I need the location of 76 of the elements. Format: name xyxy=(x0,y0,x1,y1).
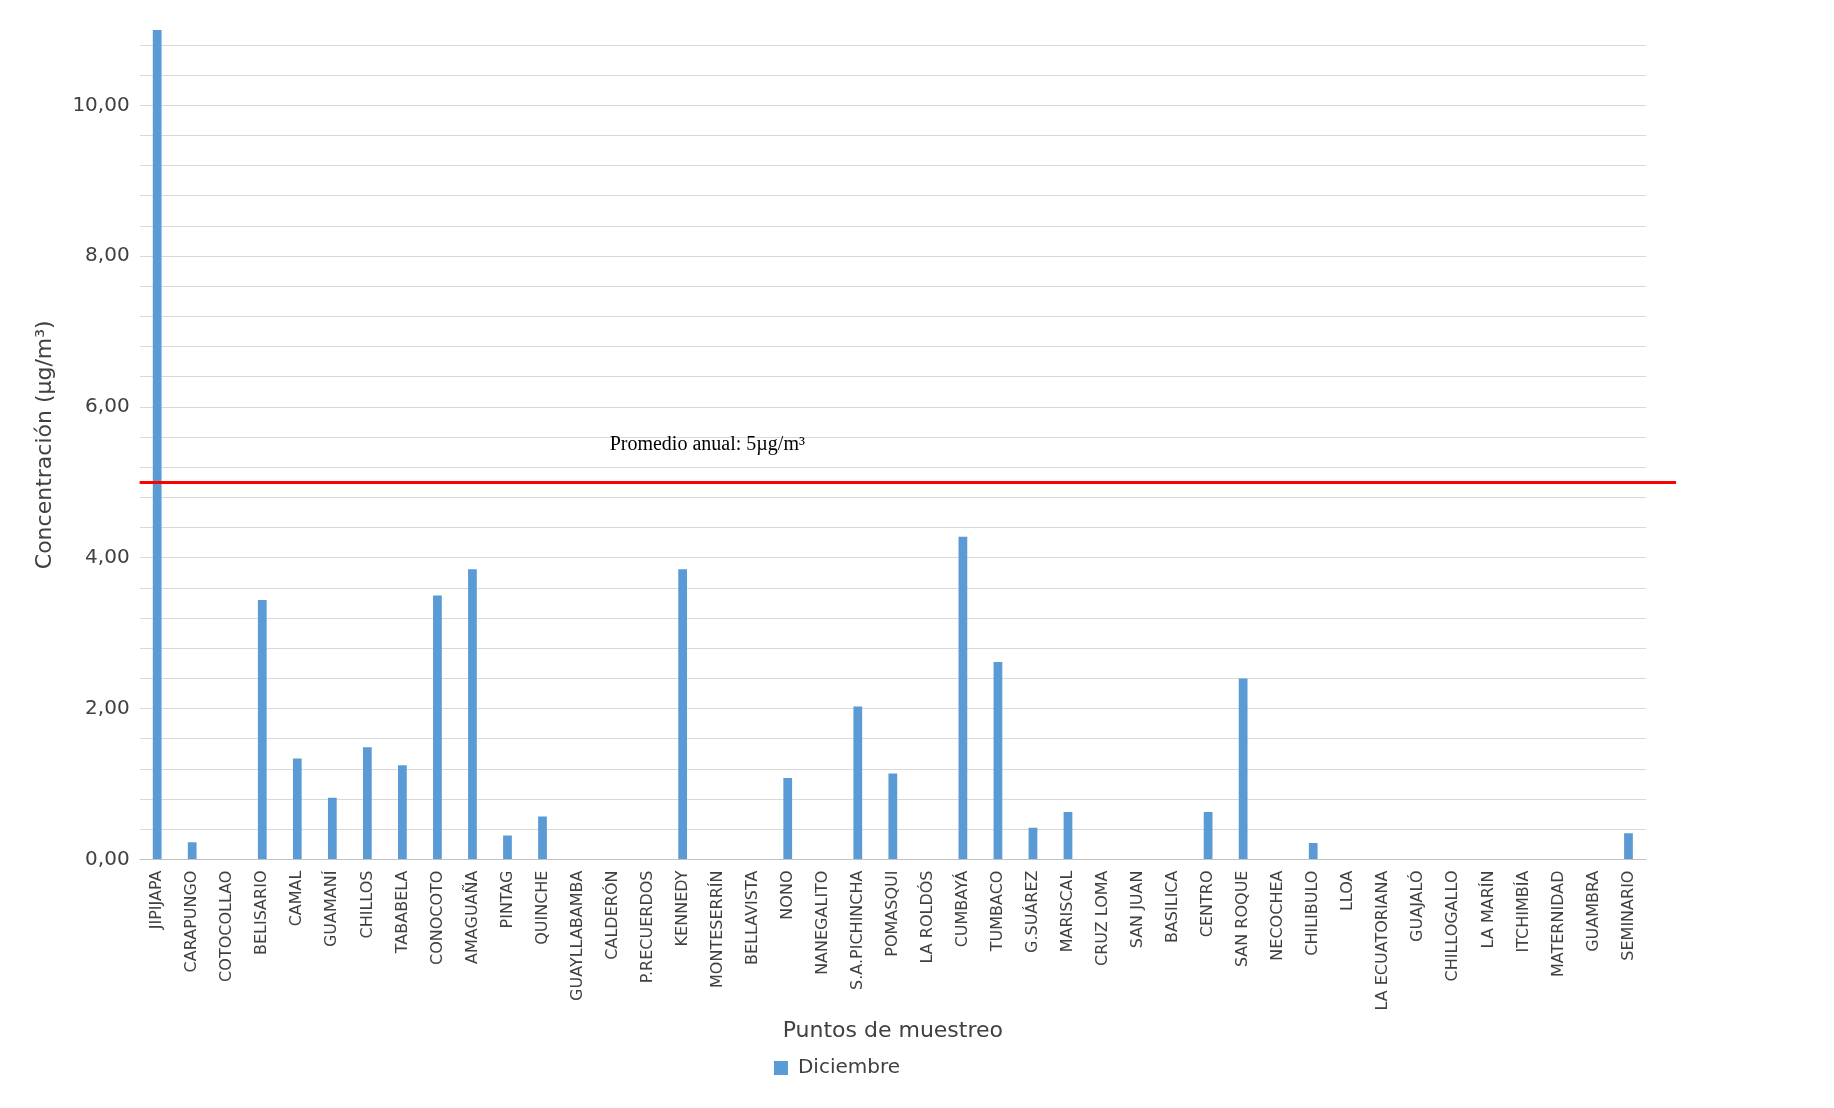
legend-label: Diciembre xyxy=(797,1054,901,1079)
bar xyxy=(257,600,267,860)
x-tick-label: GUAYLLABAMBA xyxy=(566,870,586,1001)
bar xyxy=(1624,833,1633,860)
x-tick-label: LA ROLDÓS xyxy=(917,870,937,964)
x-tick-label: MARISCAL xyxy=(1057,870,1077,953)
bar xyxy=(1063,812,1073,860)
x-axis-title: Puntos de muestreo xyxy=(782,1016,1004,1042)
y-tick-label: 4,00 xyxy=(85,544,130,569)
x-tick-label: JIPIJAPA xyxy=(146,870,166,931)
bar xyxy=(152,30,162,860)
x-tick-label: MATERNIDAD xyxy=(1547,870,1567,978)
y-tick-label: 8,00 xyxy=(85,242,130,267)
x-tick-label: BELLAVISTA xyxy=(741,870,761,966)
bar xyxy=(292,758,302,860)
x-tick-label: TABABELA xyxy=(391,870,411,955)
bar xyxy=(538,816,547,860)
bar xyxy=(187,842,197,860)
x-tick-label: COTOCOLLAO xyxy=(216,870,236,982)
y-tick-label: 10,00 xyxy=(72,91,130,116)
bar xyxy=(888,773,898,860)
ref-line-label: Promedio anual: 5µg/m³ xyxy=(609,431,805,455)
bar xyxy=(433,595,442,860)
x-tick-label: CONOCOTO xyxy=(426,870,446,965)
x-tick-label: LLOA xyxy=(1337,870,1357,912)
bar xyxy=(1028,827,1038,860)
x-tick-label: CHILIBULO xyxy=(1302,870,1322,956)
x-tick-label: GUAMBRA xyxy=(1582,870,1602,952)
x-tick-label: QUINCHE xyxy=(531,870,551,945)
x-tick-label: PINTAG xyxy=(496,870,516,929)
x-tick-label: GUAMANÍ xyxy=(321,870,341,948)
bar xyxy=(1203,812,1213,860)
x-tick-label: ITCHIMBÍA xyxy=(1512,870,1532,953)
bar xyxy=(853,706,863,860)
bar xyxy=(327,797,337,860)
x-tick-label: CAMAL xyxy=(286,870,306,927)
y-axis-title: Concentración (µg/m³) xyxy=(30,320,56,570)
bar xyxy=(1308,842,1318,860)
bar xyxy=(468,569,477,860)
bar xyxy=(958,536,968,860)
y-tick-label: 0,00 xyxy=(85,845,130,870)
x-tick-label: CALDERÓN xyxy=(601,870,621,960)
x-tick-label: CENTRO xyxy=(1197,870,1217,938)
x-tick-label: AMAGUAÑA xyxy=(461,870,481,964)
bar xyxy=(398,765,407,860)
x-tick-label: P.RECUERDOS xyxy=(636,870,656,984)
bar xyxy=(362,747,372,860)
x-tick-label: G.SUÁREZ xyxy=(1022,870,1042,954)
bar xyxy=(1238,678,1248,860)
x-tick-label: CARAPUNGO xyxy=(181,870,201,973)
x-tick-label: BELISARIO xyxy=(251,870,271,956)
bar xyxy=(993,661,1003,860)
x-tick-label: CHILLOGALLO xyxy=(1442,870,1462,982)
x-tick-label: LA ECUATORIANA xyxy=(1372,870,1392,1011)
bar xyxy=(503,835,512,860)
x-tick-label: CHILLOS xyxy=(356,870,376,939)
x-tick-label: MONTESERRÍN xyxy=(706,870,726,988)
bar xyxy=(678,569,688,860)
x-tick-label: SEMINARIO xyxy=(1617,870,1637,961)
x-tick-label: KENNEDY xyxy=(671,870,691,947)
x-tick-label: BASILICA xyxy=(1162,870,1182,944)
x-tick-label: CUMBAYÁ xyxy=(952,870,972,948)
x-tick-label: CRUZ LOMA xyxy=(1092,870,1112,966)
x-tick-label: SAN ROQUE xyxy=(1232,870,1252,968)
x-tick-label: S.A.PICHINCHA xyxy=(846,870,866,990)
x-tick-label: TUMBACO xyxy=(987,870,1007,953)
x-tick-label: NANEGALITO xyxy=(811,870,831,975)
x-tick-label: NONO xyxy=(776,870,796,920)
x-tick-label: LA MARÍN xyxy=(1477,870,1497,949)
x-tick-label: SAN JUAN xyxy=(1127,870,1147,949)
x-tick-label: NECOCHEA xyxy=(1267,870,1287,961)
y-tick-label: 6,00 xyxy=(85,393,130,418)
x-tick-label: GUAJALÓ xyxy=(1407,870,1427,942)
x-tick-label: POMASQUI xyxy=(881,870,901,957)
y-tick-label: 2,00 xyxy=(85,694,130,719)
bar xyxy=(783,778,793,860)
